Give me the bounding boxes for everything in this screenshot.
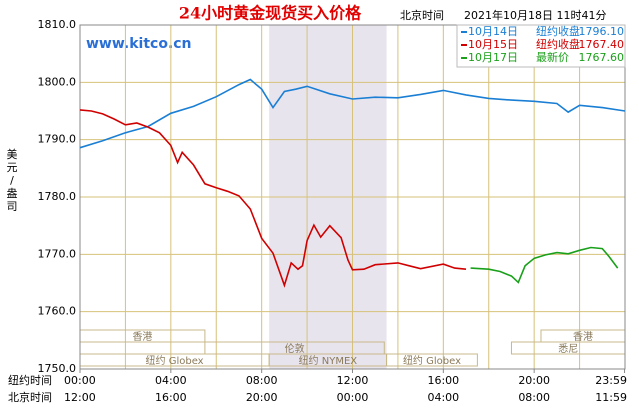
y-tick-label: 1750.0 <box>38 362 77 375</box>
x-tick-label: 08:00 <box>246 374 278 387</box>
header-time-label: 北京时间 <box>400 8 444 22</box>
y-axis-label-char: 司 <box>7 200 18 213</box>
y-tick-label: 1780.0 <box>38 190 77 203</box>
series-line <box>79 109 467 288</box>
x-tick-label: 23:59 <box>595 374 627 387</box>
legend-value: 1767.40 <box>579 38 625 51</box>
y-tick-label: 1800.0 <box>38 75 77 88</box>
session-label: 香港 <box>573 331 593 343</box>
series-line <box>79 78 626 149</box>
legend-label: 纽约收盘 <box>536 24 580 38</box>
x-tick2-label: 12:00 <box>64 391 96 404</box>
chart-title: 24小时黄金现货买入价格 <box>179 4 362 23</box>
watermark: www.kitco.cn <box>86 36 192 52</box>
x-tick2-label: 11:59 <box>595 391 627 404</box>
session-label: 伦敦 <box>285 342 305 355</box>
x-tick-label: 00:00 <box>64 374 96 387</box>
x-tick2-label: 16:00 <box>155 391 187 404</box>
header-time: 2021年10月18日 11时41分 <box>464 8 606 22</box>
series-line <box>470 246 619 284</box>
y-axis-label-char: 元 <box>7 161 18 174</box>
y-axis-label-char: 美 <box>7 148 18 161</box>
session-box <box>386 353 478 367</box>
legend-date: 10月14日 <box>468 25 518 38</box>
x-tick2-label: 20:00 <box>246 391 278 404</box>
session-label: 纽约 Globex <box>403 354 461 367</box>
session-label: 悉尼 <box>558 343 578 355</box>
x-tick-label: 12:00 <box>337 374 369 387</box>
legend-label: 最新价 <box>536 50 569 64</box>
x-axis-label: 纽约时间 <box>8 373 52 387</box>
y-tick-label: 1770.0 <box>38 247 77 260</box>
session-label: 纽约 NYMEX <box>299 354 358 367</box>
x-tick2-label: 04:00 <box>427 391 459 404</box>
legend-date: 10月17日 <box>468 51 518 64</box>
legend-value: 1767.60 <box>579 51 625 64</box>
x-tick2-label: 00:00 <box>337 391 369 404</box>
session-label: 香港 <box>132 331 152 343</box>
x-tick-label: 16:00 <box>427 374 459 387</box>
x-tick-label: 04:00 <box>155 374 187 387</box>
y-tick-label: 1760.0 <box>38 305 77 318</box>
y-tick-label: 1810.0 <box>38 18 77 31</box>
session-label: 纽约 Globex <box>146 354 204 367</box>
legend-box <box>456 24 626 68</box>
x-tick2-label: 08:00 <box>518 391 550 404</box>
x-axis2-label: 北京时间 <box>8 390 52 404</box>
legend-label: 纽约收盘 <box>536 37 580 51</box>
y-tick-label: 1790.0 <box>38 133 77 146</box>
y-axis-label-char: 盎 <box>7 186 18 200</box>
legend-date: 10月15日 <box>468 38 518 51</box>
legend-value: 1796.10 <box>579 25 625 38</box>
x-tick-label: 20:00 <box>518 374 550 387</box>
y-axis-label-char: / <box>10 174 14 187</box>
